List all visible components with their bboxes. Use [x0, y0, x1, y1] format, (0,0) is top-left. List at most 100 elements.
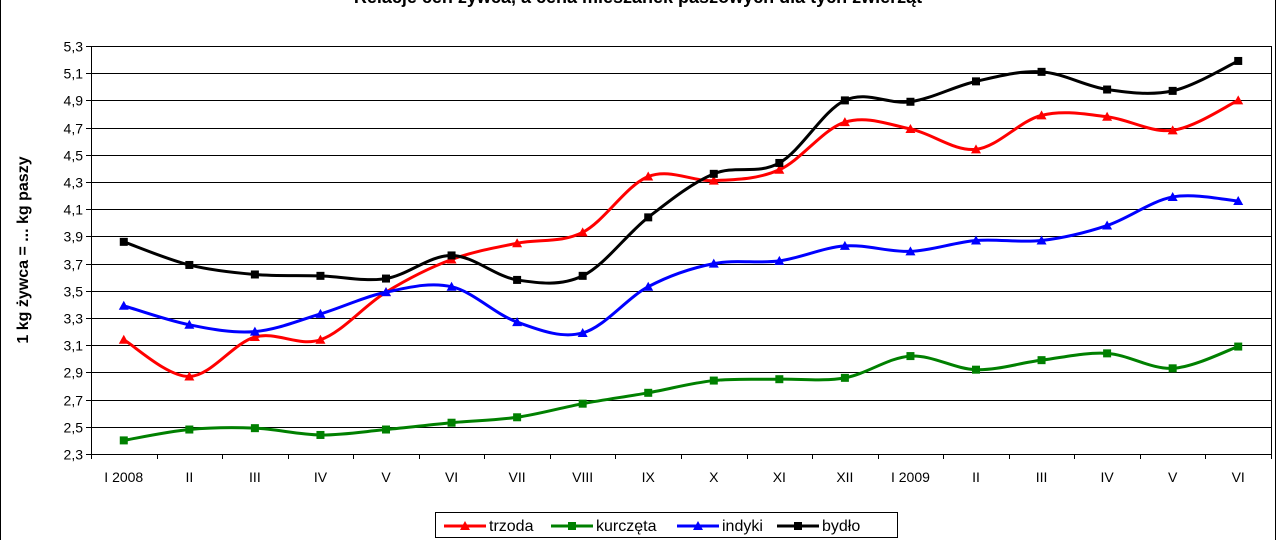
legend-label: indyki — [722, 518, 763, 535]
x-tick-label: XII — [836, 469, 853, 485]
x-tick-label: II — [972, 469, 980, 485]
y-tick-label: 2,3 — [64, 447, 84, 463]
data-point — [971, 144, 981, 154]
data-point — [775, 158, 784, 167]
data-point — [249, 332, 260, 342]
x-tick-label: IV — [314, 469, 328, 485]
x-tick-label: IX — [642, 469, 656, 485]
series-line-1 — [123, 345, 1239, 442]
y-tick-label: 2,9 — [64, 365, 84, 381]
x-tick-label: III — [249, 469, 261, 485]
data-point — [119, 436, 128, 445]
data-point — [972, 365, 980, 374]
grid-layer — [91, 46, 1271, 455]
data-point — [1102, 111, 1113, 121]
x-tick-label: VI — [1232, 469, 1245, 485]
x-tick-label: V — [1168, 469, 1178, 485]
x-tick-label: VI — [445, 469, 458, 485]
data-point — [1233, 95, 1244, 105]
legend-marker — [568, 522, 576, 530]
data-point — [905, 246, 916, 256]
data-point — [250, 270, 259, 279]
data-point — [250, 424, 259, 433]
y-tick-label: 3,7 — [64, 257, 84, 273]
data-point — [1103, 349, 1112, 358]
data-point — [1167, 191, 1178, 201]
data-point — [709, 169, 718, 178]
y-axis-title: 1 kg żywca = ... kg paszy — [15, 156, 32, 343]
data-point — [906, 352, 915, 361]
data-point — [119, 237, 128, 246]
data-point — [315, 334, 326, 344]
y-tick-label: 3,5 — [64, 284, 84, 300]
y-tick-label: 4,7 — [64, 121, 84, 137]
data-point — [1233, 196, 1244, 206]
data-point — [577, 227, 588, 237]
legend-swatch — [444, 521, 486, 530]
data-point — [1102, 220, 1113, 230]
legend-marker — [460, 521, 470, 530]
data-point — [840, 373, 849, 382]
data-point — [382, 274, 390, 283]
data-point — [840, 96, 849, 105]
x-tick-label: VIII — [572, 469, 593, 485]
x-tick-label: III — [1036, 469, 1048, 485]
data-point — [1168, 364, 1177, 373]
legend-marker — [693, 521, 703, 530]
data-point — [774, 255, 785, 265]
legend-label: kurczęta — [596, 518, 657, 535]
data-point — [708, 175, 719, 185]
data-point — [906, 97, 915, 106]
data-point — [578, 271, 587, 280]
data-point — [1037, 356, 1046, 365]
data-point — [578, 399, 587, 408]
x-tick-label: X — [709, 469, 719, 485]
y-tick-label: 2,5 — [64, 420, 84, 436]
data-point — [184, 371, 195, 381]
data-point — [1036, 235, 1047, 245]
data-point — [446, 281, 457, 291]
axis-layer — [86, 46, 1272, 459]
data-point — [709, 376, 718, 385]
y-tick-label: 3,9 — [64, 229, 84, 245]
y-tick-label: 3,1 — [64, 338, 84, 354]
y-tick-label: 5,1 — [64, 66, 84, 82]
x-tick-label: VII — [509, 469, 526, 485]
data-point — [577, 327, 588, 337]
data-point — [382, 425, 390, 434]
data-point — [512, 238, 523, 248]
x-tick-label: I 2009 — [891, 469, 930, 485]
data-point — [381, 287, 391, 297]
data-point — [249, 326, 260, 336]
y-tick-label: 4,1 — [64, 202, 84, 218]
series-line-2 — [123, 194, 1239, 337]
y-tick-label: 4,5 — [64, 148, 84, 164]
legend-swatch — [677, 521, 719, 530]
data-point — [1036, 110, 1047, 120]
y-tick-label: 4,3 — [64, 175, 84, 191]
chart-title: Relacje cen żywca, a cena mieszanek pasz… — [0, 0, 1276, 8]
data-point — [512, 317, 523, 327]
data-point — [447, 251, 456, 260]
series-layer — [118, 56, 1244, 445]
data-point — [839, 240, 850, 250]
y-tick-label: 3,3 — [64, 311, 84, 327]
data-point — [1234, 342, 1243, 351]
x-tick-label: XI — [773, 469, 786, 485]
data-point — [643, 281, 654, 291]
legend-swatch — [777, 522, 819, 530]
x-tick-label: IV — [1100, 469, 1114, 485]
data-point — [1234, 56, 1243, 65]
series-line-3 — [123, 59, 1239, 285]
legend-label: trzoda — [489, 518, 534, 535]
data-point — [513, 413, 522, 422]
text-layer: 2,3 2,5 2,7 2,9 3,1 3,3 3,5 3,7 3,9 4,1 4,3 4,5 4,7 4… — [15, 39, 1245, 486]
data-point — [513, 275, 522, 284]
data-point — [774, 164, 785, 174]
data-point — [1037, 67, 1046, 76]
y-tick-label: 4,9 — [64, 93, 84, 109]
data-point — [971, 235, 981, 245]
data-point — [316, 430, 325, 439]
data-point — [316, 271, 325, 280]
